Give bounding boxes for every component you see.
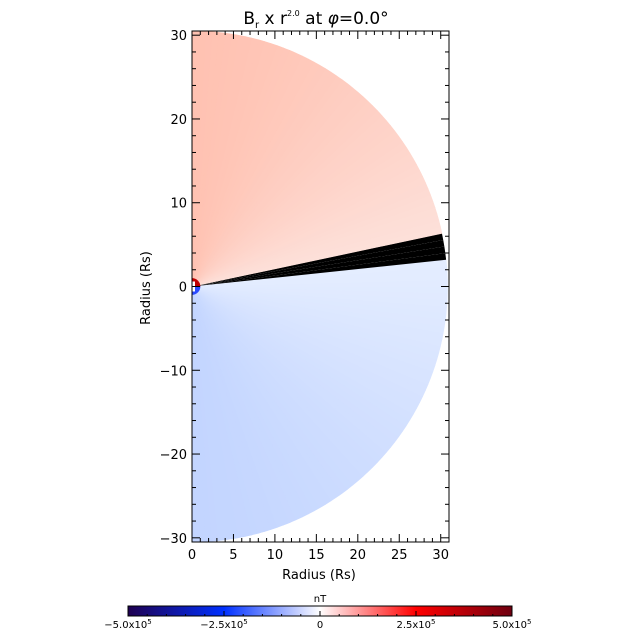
x-axis-label: Radius (Rs) — [282, 568, 356, 583]
y-tick-label: −10 — [160, 364, 187, 379]
chart-title: Br x r2.0 at φ=0.0° — [243, 9, 388, 31]
x-tick-label: 5 — [229, 548, 237, 563]
x-tick-label: 0 — [188, 548, 196, 563]
y-tick-label: −20 — [160, 448, 187, 463]
x-tick-label: 15 — [308, 548, 325, 563]
y-tick-label: 10 — [170, 197, 187, 212]
field-wedge — [192, 246, 446, 287]
y-tick-label: −30 — [160, 532, 187, 547]
y-tick-labels: 30 20 10 0 −10 −20 −30 — [160, 29, 187, 547]
y-tick-label: 30 — [170, 29, 187, 44]
colorbar-ticks — [127, 611, 513, 616]
y-tick-label: 20 — [170, 113, 187, 128]
colorbar-tick-label: −5.0x105 — [104, 618, 151, 631]
field-heatmap — [191, 30, 448, 543]
field-wedge — [191, 259, 448, 287]
x-tick-label: 30 — [432, 548, 449, 563]
colorbar-tick-label: 5.0x105 — [492, 618, 531, 631]
title-superscript: 2.0 — [287, 9, 300, 18]
field-wedge — [192, 239, 445, 287]
colorbar-tick-label: 2.5x105 — [396, 618, 435, 631]
x-tick-labels: 0 5 10 15 20 25 30 — [188, 548, 449, 563]
x-tick-label: 25 — [391, 548, 408, 563]
field-wedge — [192, 253, 447, 287]
title-suffix-a: at — [300, 9, 328, 29]
title-mid: x r — [259, 9, 287, 29]
x-tick-label: 10 — [267, 548, 284, 563]
axis-ticks — [191, 31, 449, 542]
y-axis-label: Radius (Rs) — [139, 251, 154, 325]
colorbar-tick-labels: −5.0x105 −2.5x105 0 2.5x105 5.0x105 — [104, 618, 531, 631]
title-subscript: r — [255, 20, 260, 31]
x-tick-label: 20 — [350, 548, 367, 563]
title-suffix-b: =0.0° — [339, 9, 389, 29]
colorbar-tick-label: 0 — [317, 620, 323, 631]
y-tick-label: 0 — [179, 281, 187, 296]
colorbar-label: nT — [314, 594, 327, 605]
colorbar-tick-label: −2.5x105 — [200, 618, 247, 631]
title-phi: φ — [328, 9, 340, 29]
title-prefix: B — [243, 9, 255, 29]
